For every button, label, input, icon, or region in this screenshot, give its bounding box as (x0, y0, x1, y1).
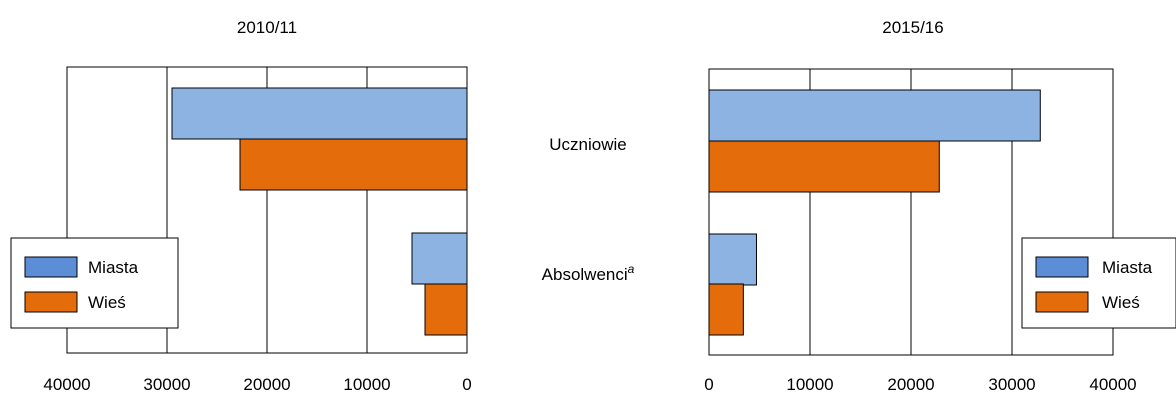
left-legend: Miasta Wieś (10, 237, 179, 329)
left-tick-label: 0 (462, 375, 471, 394)
right-bar-uczniowie-miasta (708, 89, 1041, 142)
left-bar-absolwenci-wies (424, 283, 468, 336)
right-legend-box (1021, 237, 1176, 329)
left-legend-swatch-miasta (24, 256, 78, 278)
right-tick-label: 20000 (887, 375, 934, 394)
right-tick-labels: 0 10000 20000 30000 40000 (704, 375, 1136, 394)
left-legend-swatch-wies (24, 291, 78, 313)
right-legend: Miasta Wieś (1021, 237, 1176, 329)
category-label-uczniowie: Uczniowie (549, 135, 626, 154)
left-legend-box (10, 237, 179, 329)
right-legend-label-miasta: Miasta (1102, 258, 1153, 277)
left-tick-label: 30000 (143, 375, 190, 394)
left-bar-absolwenci-miasta (411, 232, 468, 285)
right-bars (708, 89, 1041, 336)
right-tick-label: 0 (704, 375, 713, 394)
left-tick-label: 40000 (43, 375, 90, 394)
left-chart-title: 2010/11 (237, 18, 297, 37)
category-label-absolwenci-text: Absolwenci (542, 265, 628, 284)
left-bars (171, 87, 468, 336)
right-tick-label: 40000 (1089, 375, 1136, 394)
right-legend-swatch-miasta (1035, 256, 1089, 278)
left-bar-uczniowie-wies (239, 138, 468, 191)
right-bar-absolwenci-wies (708, 283, 744, 336)
category-label-absolwenci: Absolwencia (542, 262, 635, 284)
left-legend-label-wies: Wieś (88, 293, 126, 312)
category-label-absolwenci-superscript: a (628, 262, 635, 276)
right-tick-label: 10000 (786, 375, 833, 394)
right-bar-uczniowie-wies (708, 140, 940, 193)
left-tick-label: 10000 (343, 375, 390, 394)
right-legend-swatch-wies (1035, 291, 1089, 313)
right-bar-absolwenci-miasta (708, 233, 757, 286)
left-tick-label: 20000 (243, 375, 290, 394)
left-bar-uczniowie-miasta (171, 87, 468, 140)
left-tick-labels: 40000 30000 20000 10000 0 (43, 375, 471, 394)
right-legend-label-wies: Wieś (1102, 293, 1140, 312)
right-tick-label: 30000 (988, 375, 1035, 394)
left-legend-label-miasta: Miasta (88, 258, 139, 277)
right-chart-title: 2015/16 (882, 18, 943, 37)
